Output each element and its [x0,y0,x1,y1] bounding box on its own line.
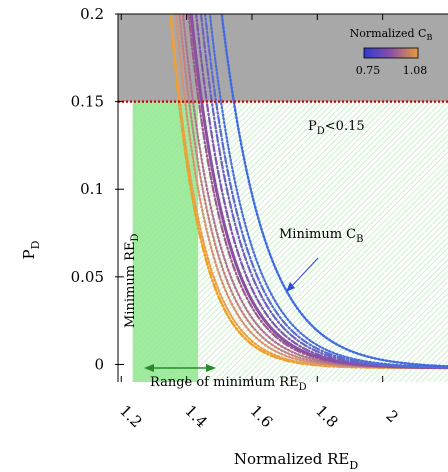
threshold-label: PD<0.15 [308,119,365,137]
colorbar-title: Normalized CB [350,27,433,42]
x-tick-label: 1.6 [247,402,277,432]
series-lines [169,14,448,370]
range-arrowhead-right [206,364,216,372]
range-arrowhead-left [144,364,154,372]
y-ticks: 0 0.05 0.1 0.15 0.2 [71,5,124,373]
x-tick-label: 1.4 [181,402,211,432]
minimum-cb-arrow [289,257,319,289]
y-tick-label: 0 [94,355,104,373]
range-annotation: Range of minimum RED [150,375,307,393]
y-tick-label: 0.05 [71,268,104,286]
y-axis-title: PD [20,240,42,259]
series-line-12 [220,14,448,368]
x-tick-label: 2 [382,407,401,426]
colorbar-max-label: 1.08 [403,64,428,77]
colorbar: Normalized CB 0.75 1.08 [350,27,433,77]
x-axis-title: Normalized RED [234,450,358,472]
x-tick-label: 1.2 [116,402,146,432]
minimum-re-band [132,101,199,382]
colorbar-gradient [363,47,419,59]
x-tick-label: 1.8 [312,402,342,432]
y-tick-label: 0.1 [80,180,104,198]
minimum-cb-arrowhead [286,282,295,292]
series-line-11 [208,14,448,369]
y-tick-label: 0.2 [80,5,104,23]
colorbar-min-label: 0.75 [356,64,381,77]
y-tick-label: 0.15 [71,93,104,111]
minimum-cb-annotation: Minimum CB [279,227,363,245]
minimum-re-annotation: Minimum RED [123,234,141,328]
